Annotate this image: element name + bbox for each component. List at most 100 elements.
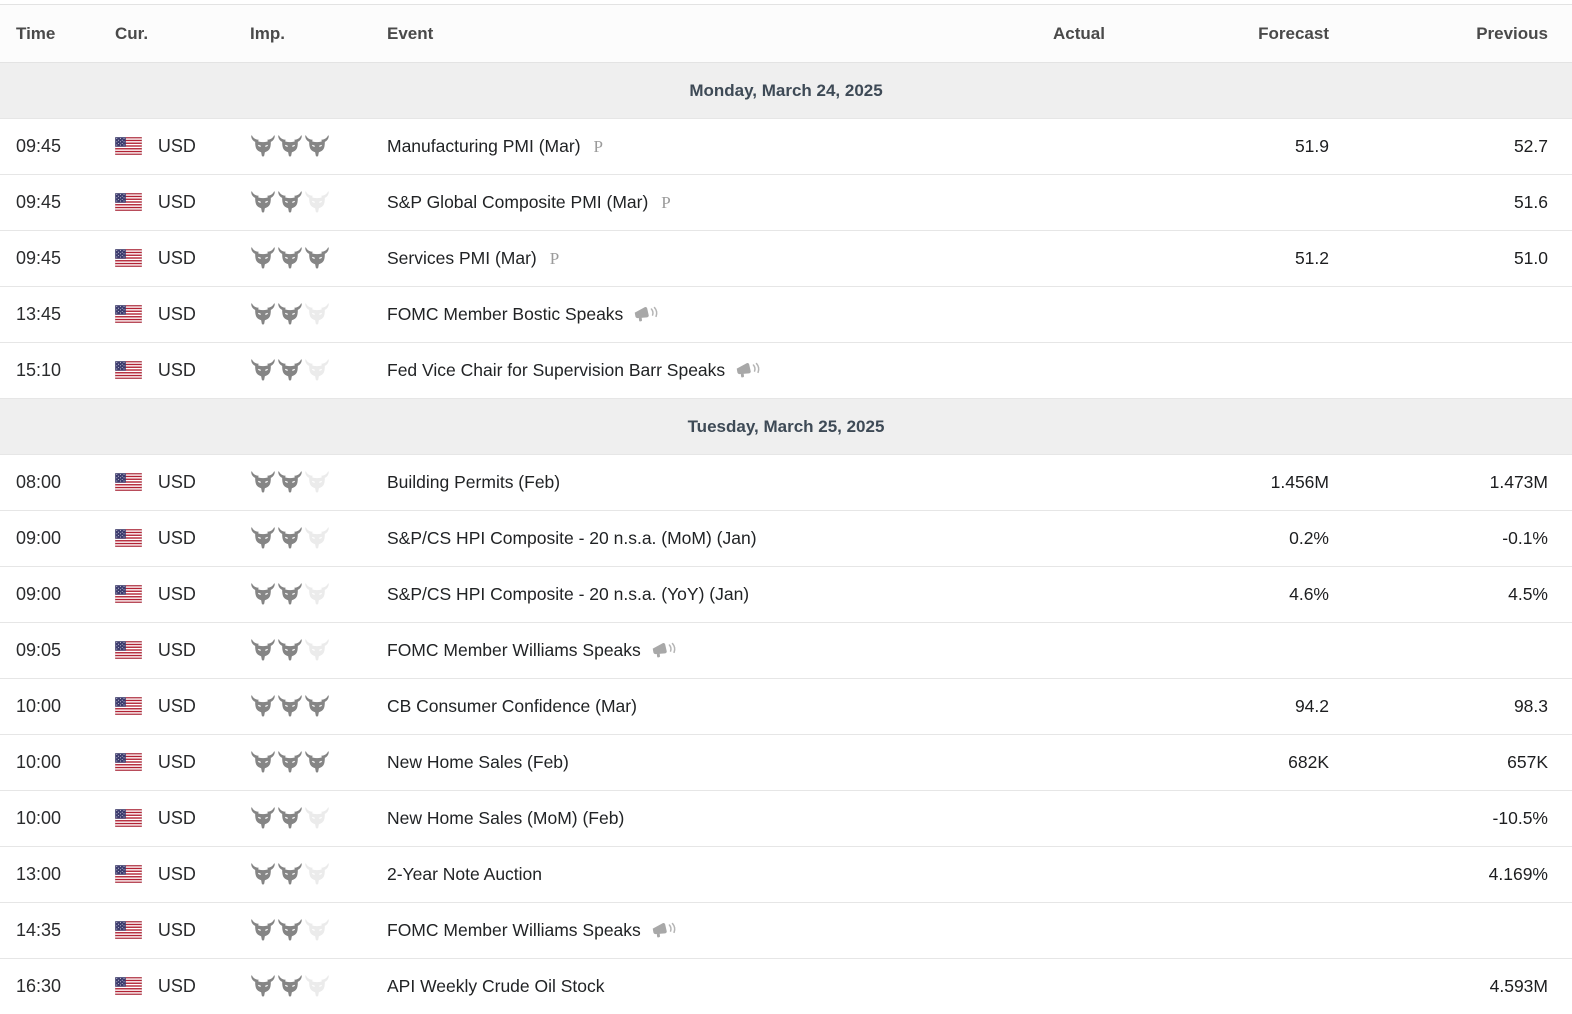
event-cell: New Home Sales (MoM) (Feb) [387,791,885,847]
bull-icon [250,639,276,662]
table-row[interactable]: 10:00 USD New Home Sales (MoM) (Feb) -10… [0,791,1572,847]
event-link[interactable]: FOMC Member Bostic Speaks [387,304,623,324]
event-link[interactable]: S&P/CS HPI Composite - 20 n.s.a. (MoM) (… [387,528,757,548]
importance-cell [250,735,387,791]
event-cell: API Weekly Crude Oil Stock [387,959,885,1014]
date-group-row: Monday, March 24, 2025 [0,63,1572,119]
bull-icon [304,639,330,662]
bull-icon [277,359,303,382]
bull-icon [277,751,303,774]
preliminary-icon: P [594,137,603,156]
event-time: 10:00 [0,791,115,847]
event-link[interactable]: Fed Vice Chair for Supervision Barr Spea… [387,360,725,380]
forecast-value: 51.9 [1105,119,1329,175]
previous-value: 4.5% [1329,567,1572,623]
event-link[interactable]: CB Consumer Confidence (Mar) [387,696,637,716]
column-header-time: Time [0,5,115,63]
event-link[interactable]: New Home Sales (Feb) [387,752,569,772]
bull-icon [250,695,276,718]
importance-cell [250,959,387,1014]
table-row[interactable]: 08:00 USD Building Permits (Feb) 1.456M … [0,455,1572,511]
event-time: 09:45 [0,231,115,287]
event-link[interactable]: Manufacturing PMI (Mar) [387,136,581,156]
bull-icon [250,975,276,998]
currency-label: USD [158,640,196,660]
event-link[interactable]: FOMC Member Williams Speaks [387,640,641,660]
actual-value [885,847,1105,903]
megaphone-icon [651,921,677,939]
event-time: 14:35 [0,903,115,959]
forecast-value: 682K [1105,735,1329,791]
table-row[interactable]: 09:00 USD S&P/CS HPI Composite - 20 n.s.… [0,567,1572,623]
table-row[interactable]: 09:05 USD FOMC Member Williams Speaks [0,623,1572,679]
table-row[interactable]: 09:45 USD Services PMI (Mar)P 51.2 51.0 [0,231,1572,287]
table-row[interactable]: 14:35 USD FOMC Member Williams Speaks [0,903,1572,959]
bull-icon [304,191,330,214]
importance-cell [250,623,387,679]
actual-value [885,567,1105,623]
bull-icon [277,639,303,662]
event-link[interactable]: New Home Sales (MoM) (Feb) [387,808,624,828]
currency-label: USD [158,976,196,996]
currency-cell: USD [115,567,250,623]
previous-value: 657K [1329,735,1572,791]
us-flag-icon [115,865,142,883]
bull-icon [277,975,303,998]
table-row[interactable]: 09:45 USD Manufacturing PMI (Mar)P 51.9 … [0,119,1572,175]
event-link[interactable]: S&P/CS HPI Composite - 20 n.s.a. (YoY) (… [387,584,749,604]
forecast-value [1105,175,1329,231]
event-link[interactable]: API Weekly Crude Oil Stock [387,976,605,996]
actual-value [885,455,1105,511]
table-row[interactable]: 10:00 USD CB Consumer Confidence (Mar) 9… [0,679,1572,735]
event-icon-slot: P [581,136,603,156]
forecast-value: 0.2% [1105,511,1329,567]
actual-value [885,175,1105,231]
us-flag-icon [115,977,142,995]
event-icon-slot [641,920,677,940]
date-group-header: Tuesday, March 25, 2025 [0,399,1572,455]
event-link[interactable]: S&P Global Composite PMI (Mar) [387,192,648,212]
actual-value [885,623,1105,679]
bull-icon [250,583,276,606]
table-row[interactable]: 13:00 USD 2-Year Note Auction 4.169% [0,847,1572,903]
event-time: 09:00 [0,511,115,567]
event-time: 10:00 [0,679,115,735]
bull-icon [277,583,303,606]
event-link[interactable]: 2-Year Note Auction [387,864,542,884]
table-row[interactable]: 09:45 USD S&P Global Composite PMI (Mar)… [0,175,1572,231]
event-link[interactable]: FOMC Member Williams Speaks [387,920,641,940]
event-link[interactable]: Services PMI (Mar) [387,248,537,268]
actual-value [885,343,1105,399]
us-flag-icon [115,249,142,267]
currency-label: USD [158,136,196,156]
event-icon-slot [641,640,677,660]
bull-icon [277,695,303,718]
column-header-previous: Previous [1329,5,1572,63]
us-flag-icon [115,193,142,211]
table-row[interactable]: 16:30 USD API Weekly Crude Oil Stock 4.5… [0,959,1572,1014]
table-row[interactable]: 13:45 USD FOMC Member Bostic Speaks [0,287,1572,343]
importance-cell [250,847,387,903]
forecast-value: 1.456M [1105,455,1329,511]
table-row[interactable]: 09:00 USD S&P/CS HPI Composite - 20 n.s.… [0,511,1572,567]
event-time: 09:45 [0,175,115,231]
forecast-value: 4.6% [1105,567,1329,623]
bull-icon [304,751,330,774]
currency-label: USD [158,304,196,324]
bull-icon [250,359,276,382]
table-row[interactable]: 15:10 USD Fed Vice Chair for Supervision… [0,343,1572,399]
bull-icon [250,919,276,942]
bull-icon [277,247,303,270]
importance-cell [250,175,387,231]
event-icon-slot [725,360,761,380]
importance-cell [250,791,387,847]
bull-icon [250,807,276,830]
table-row[interactable]: 10:00 USD New Home Sales (Feb) 682K 657K [0,735,1572,791]
previous-value [1329,343,1572,399]
bull-icon [277,807,303,830]
importance-cell [250,287,387,343]
bull-icon [304,135,330,158]
event-cell: S&P/CS HPI Composite - 20 n.s.a. (YoY) (… [387,567,885,623]
us-flag-icon [115,809,142,827]
event-link[interactable]: Building Permits (Feb) [387,472,560,492]
